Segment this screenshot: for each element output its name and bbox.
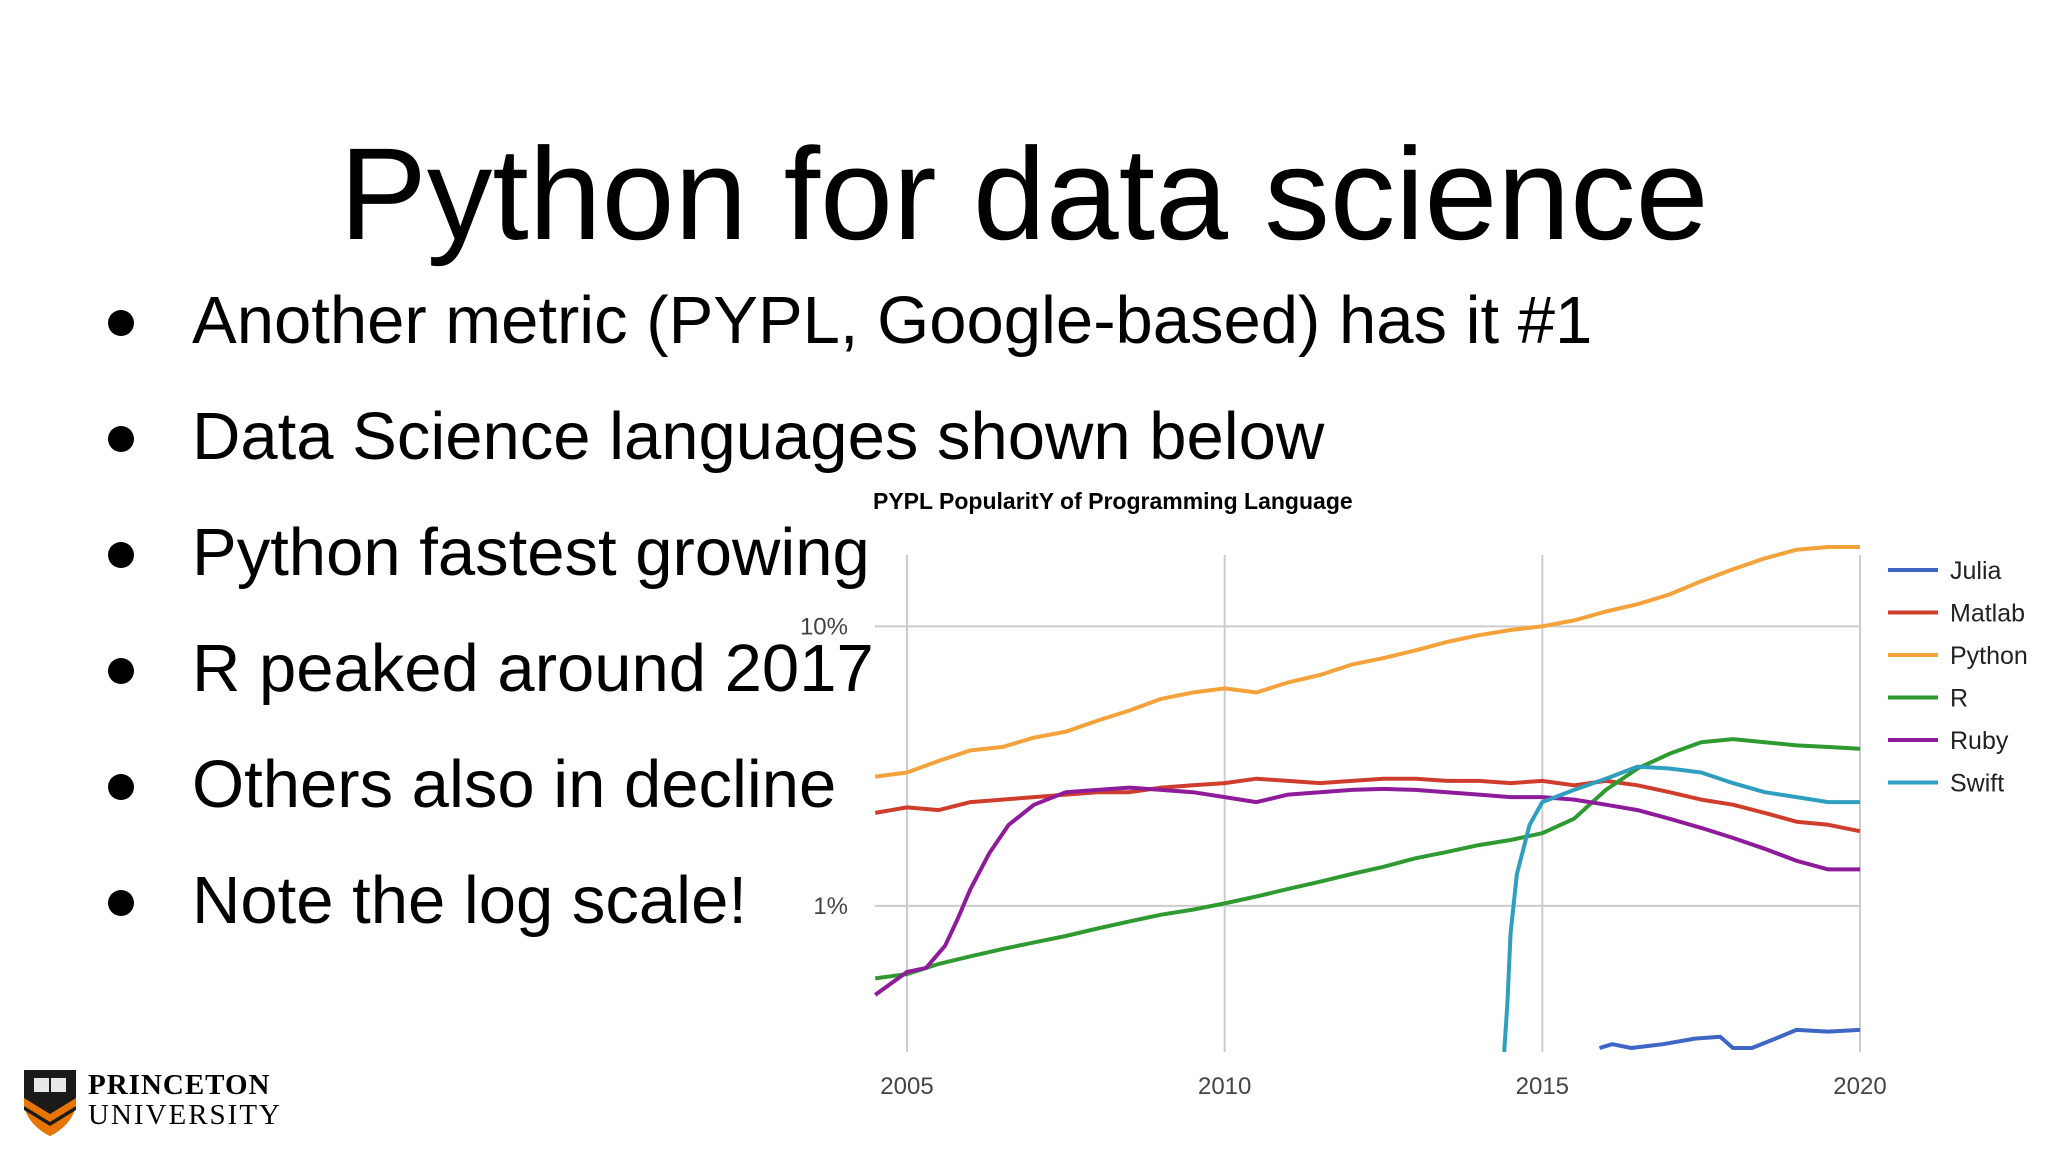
bullet-text: Data Science languages shown below xyxy=(192,399,1325,474)
series-line-matlab xyxy=(874,776,1861,834)
legend-label-python: Python xyxy=(1950,642,2028,670)
bullet-item: Another metric (PYPL, Google-based) has … xyxy=(100,280,1592,396)
bullet-item: Note the log scale! xyxy=(100,860,1592,976)
x-tick-label: 2010 xyxy=(1198,1073,1251,1100)
bullet-dot-icon xyxy=(108,542,134,568)
bullet-dot-icon xyxy=(108,426,134,452)
series-line-julia xyxy=(1598,1027,1861,1050)
bullet-dot-icon xyxy=(108,310,134,336)
bullet-item: R peaked around 2017 xyxy=(100,628,1592,744)
logo-line1: PRINCETON xyxy=(88,1069,271,1101)
chart-title: PYPL PopularitY of Programming Language xyxy=(873,488,1353,514)
x-tick-label: 2015 xyxy=(1516,1073,1569,1100)
chart-grid: 2005 2010 2015 2020 1% 10% xyxy=(800,555,1887,1100)
bullet-item: Data Science languages shown below xyxy=(100,396,1592,512)
princeton-logo: PRINCETON UNIVERSITY xyxy=(88,1070,282,1130)
legend-label-matlab: Matlab xyxy=(1950,600,2025,628)
bullet-item: Python fastest growing xyxy=(100,512,1592,628)
x-tick-label: 2020 xyxy=(1833,1073,1886,1100)
series-line-python xyxy=(874,545,1860,779)
bullet-text: Note the log scale! xyxy=(192,863,747,938)
series-line-swift xyxy=(1502,764,1860,1053)
chart-legend: Julia Matlab Python R Ruby Swift xyxy=(1888,557,2028,798)
bullet-dot-icon xyxy=(108,658,134,684)
x-tick-label: 2005 xyxy=(880,1073,933,1100)
slide-title: Python for data science xyxy=(339,120,1709,267)
bullet-dot-icon xyxy=(108,774,134,800)
princeton-shield-icon xyxy=(24,1070,76,1136)
legend-label-swift: Swift xyxy=(1950,770,2004,798)
legend-label-ruby: Ruby xyxy=(1950,727,2009,755)
bullet-text: R peaked around 2017 xyxy=(192,631,874,706)
bullet-dot-icon xyxy=(108,890,134,916)
legend-label-julia: Julia xyxy=(1950,557,2002,585)
bullet-text: Python fastest growing xyxy=(192,515,870,590)
logo-line2: UNIVERSITY xyxy=(88,1099,282,1131)
series-line-r xyxy=(874,737,1861,981)
bullet-item: Others also in decline xyxy=(100,744,1592,860)
y-tick-label: 1% xyxy=(813,893,848,920)
series-line-ruby xyxy=(874,785,1860,997)
legend-label-r: R xyxy=(1950,685,1968,713)
chart-series-group xyxy=(874,545,1861,1053)
bullet-text: Others also in decline xyxy=(192,747,837,822)
bullet-text: Another metric (PYPL, Google-based) has … xyxy=(192,283,1593,358)
bullet-list: Another metric (PYPL, Google-based) has … xyxy=(100,280,1592,976)
y-tick-label: 10% xyxy=(800,613,848,640)
